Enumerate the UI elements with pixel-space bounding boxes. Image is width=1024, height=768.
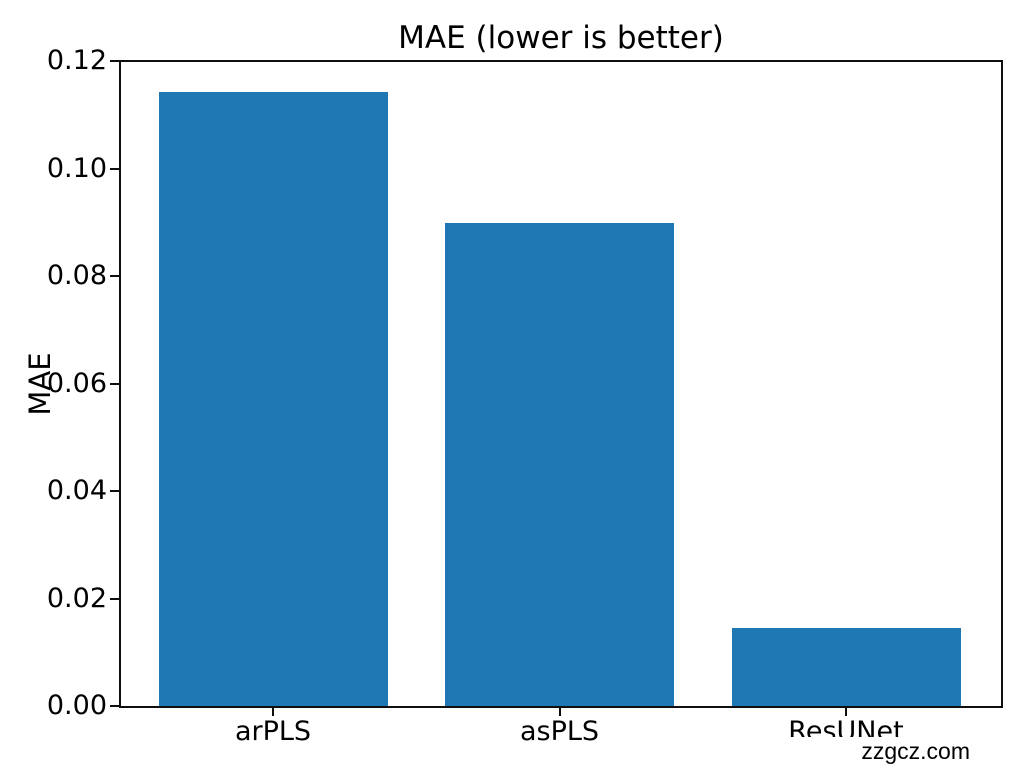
x-tick-label-asPLS: asPLS — [519, 716, 600, 747]
y-tick-label: 0.12 — [46, 45, 107, 76]
x-tick-label-arPLS: arPLS — [234, 716, 312, 747]
y-tick-label: 0.02 — [46, 582, 107, 614]
y-tick-mark — [110, 382, 119, 385]
x-tick-mark — [272, 707, 274, 716]
x-tick-mark — [845, 707, 847, 716]
y-tick-mark — [110, 167, 119, 170]
y-tick-mark — [110, 60, 119, 62]
watermark-text: zzgcz.com — [861, 738, 970, 764]
chart-title: MAE (lower is better) — [398, 20, 724, 56]
bar-asPLS — [445, 223, 674, 706]
y-tick-label: 0.08 — [46, 260, 107, 291]
bar-ResUNet — [731, 628, 961, 706]
y-tick-label: 0.00 — [46, 690, 107, 721]
y-tick-label: 0.06 — [46, 367, 107, 399]
y-tick-mark — [110, 275, 119, 277]
y-tick-label: 0.04 — [46, 475, 107, 506]
plot-area — [119, 60, 1003, 708]
x-tick-mark — [558, 707, 561, 716]
watermark: zzgcz.com — [780, 737, 1024, 768]
bar-arPLS — [158, 92, 388, 706]
y-tick-mark — [110, 705, 119, 707]
y-tick-mark — [110, 490, 119, 492]
y-tick-label: 0.10 — [46, 152, 107, 184]
y-tick-mark — [110, 597, 119, 600]
